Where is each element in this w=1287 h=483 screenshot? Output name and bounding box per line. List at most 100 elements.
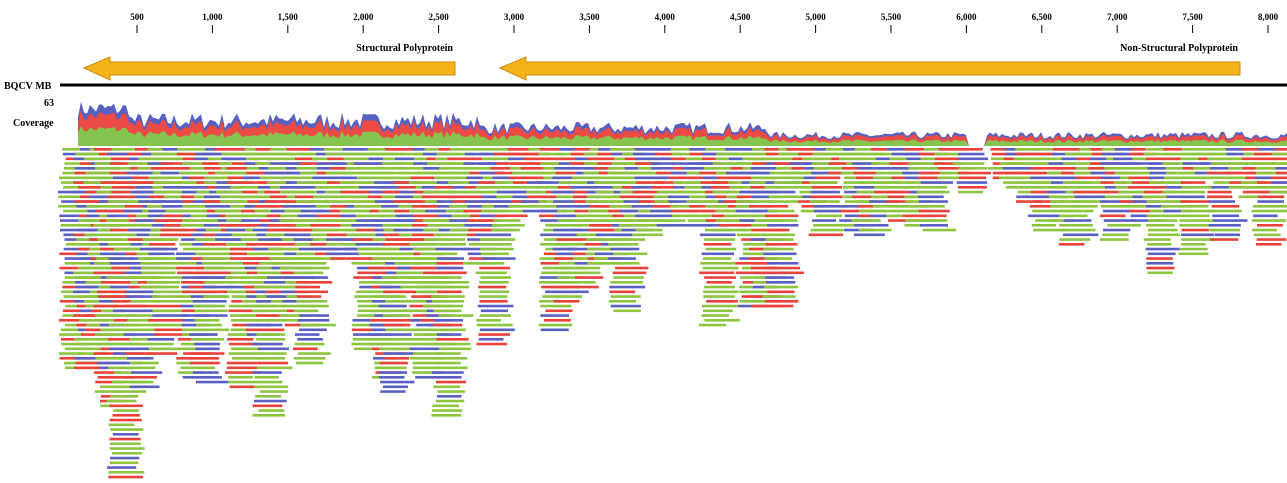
read <box>492 210 526 213</box>
read <box>153 291 185 294</box>
read <box>1075 196 1107 199</box>
read <box>635 229 662 232</box>
read <box>433 324 462 327</box>
read <box>608 243 638 246</box>
read <box>385 300 417 303</box>
read <box>613 253 647 256</box>
read <box>110 419 142 422</box>
read <box>379 376 405 379</box>
read <box>1064 219 1092 222</box>
read <box>151 238 178 241</box>
read <box>765 215 798 218</box>
read <box>384 352 416 355</box>
read <box>297 338 323 341</box>
read <box>611 305 641 308</box>
read <box>434 281 469 284</box>
read <box>477 324 513 327</box>
read <box>851 219 880 222</box>
read <box>958 158 988 161</box>
read <box>923 229 956 232</box>
read <box>437 305 463 308</box>
read <box>480 238 515 241</box>
annotation-label: Structural Polyprotein <box>356 43 453 54</box>
read <box>765 257 793 260</box>
read <box>227 338 253 341</box>
read <box>854 234 885 237</box>
read <box>438 314 473 317</box>
read <box>379 348 411 351</box>
read <box>917 191 950 194</box>
ruler-label: 7,500 <box>1182 12 1203 22</box>
read <box>380 362 408 365</box>
read <box>922 219 947 222</box>
read <box>125 343 153 346</box>
read <box>297 295 321 298</box>
read <box>295 333 320 336</box>
read <box>192 376 222 379</box>
read <box>193 305 225 308</box>
read <box>59 333 84 336</box>
read <box>1148 272 1173 275</box>
ruler-label: 8,000 <box>1258 12 1279 22</box>
read <box>935 158 960 161</box>
read <box>295 343 325 346</box>
read <box>545 310 572 313</box>
read <box>1062 229 1095 232</box>
read <box>811 191 840 194</box>
page: BQCV MB 63 Coverage Structural Polyprote… <box>0 0 1287 483</box>
read <box>540 314 569 317</box>
read <box>475 234 511 237</box>
read <box>431 276 462 279</box>
read <box>919 210 950 213</box>
read <box>195 310 228 313</box>
read <box>435 343 471 346</box>
read <box>1073 205 1098 208</box>
read <box>294 310 318 313</box>
read <box>610 281 643 284</box>
read <box>1032 210 1056 213</box>
read <box>259 362 288 365</box>
read <box>1272 153 1287 156</box>
read <box>148 319 184 322</box>
read <box>1212 205 1240 208</box>
read <box>436 329 466 332</box>
track-name: BQCV MB <box>4 81 52 92</box>
read <box>704 238 735 241</box>
read <box>1146 248 1180 251</box>
read <box>1148 253 1176 256</box>
read <box>107 466 136 469</box>
read <box>544 319 571 322</box>
read <box>1059 224 1093 227</box>
read <box>380 338 415 341</box>
read <box>294 357 326 360</box>
read <box>254 400 287 403</box>
read <box>256 329 285 332</box>
read <box>704 276 736 279</box>
read <box>260 390 288 393</box>
read <box>203 295 229 298</box>
read <box>436 381 466 384</box>
read <box>703 267 739 270</box>
read <box>194 329 229 332</box>
read <box>1209 224 1241 227</box>
read <box>1256 243 1281 246</box>
read <box>130 386 160 389</box>
alignment-view: BQCV MB 63 Coverage Structural Polyprote… <box>0 0 1287 483</box>
read <box>296 362 323 365</box>
read <box>438 238 465 241</box>
read <box>610 291 635 294</box>
read <box>254 381 282 384</box>
read <box>231 348 259 351</box>
read <box>481 253 509 256</box>
read <box>1144 238 1171 241</box>
read <box>128 314 153 317</box>
read <box>701 314 729 317</box>
read <box>1181 234 1214 237</box>
read <box>814 210 844 213</box>
read <box>539 324 572 327</box>
read <box>432 253 457 256</box>
read <box>437 262 464 265</box>
read <box>295 291 328 294</box>
read <box>300 324 336 327</box>
read <box>870 210 896 213</box>
